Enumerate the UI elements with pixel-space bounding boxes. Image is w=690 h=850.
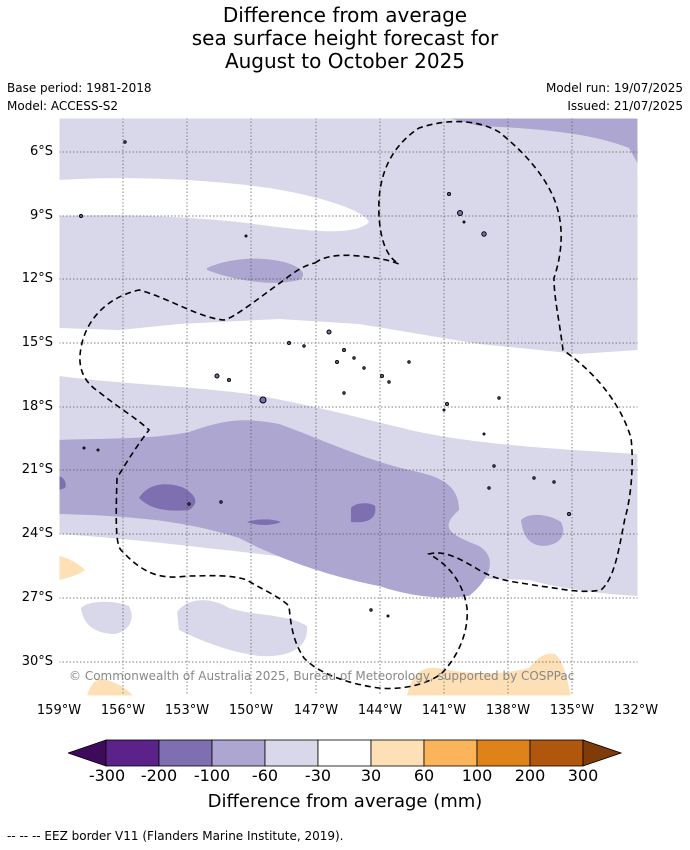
anomaly-blob-sw: [81, 601, 132, 634]
lat-label-12s: 12°S: [21, 271, 53, 286]
lon-label-135w: 135°W: [549, 703, 595, 718]
title-line-2: sea surface height forecast for: [191, 26, 499, 50]
colorbar-segment-8: [476, 739, 531, 767]
colorbar-tick-neg200: -200: [140, 766, 178, 785]
colorbar-title: Difference from average (mm): [207, 791, 483, 812]
anomaly-patch-east: [521, 514, 564, 546]
meta-right: Model run: 19/07/2025 Issued: 21/07/2025: [546, 79, 683, 115]
lat-label-18s: 18°S: [21, 399, 53, 414]
lon-label-153w: 153°W: [164, 703, 210, 718]
anomaly-band-north: [59, 118, 638, 354]
lon-label-150w: 150°W: [228, 703, 274, 718]
model-run: Model run: 19/07/2025: [545, 81, 683, 95]
positive-patch-west: [59, 556, 85, 580]
lon-label-132w: 132°W: [613, 703, 659, 718]
positive-patch-south: [407, 653, 571, 696]
eez-border: [79, 120, 633, 690]
colorbar-segment-4: [264, 739, 319, 767]
colorbar-tick-neg100: -100: [193, 766, 231, 785]
colorbar-segment-1: [105, 739, 160, 767]
anomaly-patch-dark-3: [59, 476, 66, 490]
lat-label-27s: 27°S: [21, 590, 53, 605]
lat-label-24s: 24°S: [21, 526, 53, 541]
lat-label-9s: 9°S: [29, 208, 53, 223]
map-area: [59, 118, 638, 696]
colorbar-segment-5: [317, 739, 372, 767]
colorbar-tick-neg30: -30: [304, 766, 332, 785]
anomaly-patch-dark-4: [247, 519, 281, 525]
lon-label-156w: 156°W: [100, 703, 146, 718]
lon-label-147w: 147°W: [293, 703, 339, 718]
anomaly-patch-dark-2: [351, 503, 376, 523]
colorbar-tick-30: 30: [360, 766, 382, 785]
copyright-notice: © Commonwealth of Australia 2025, Bureau…: [69, 669, 575, 683]
neutral-patch-north: [59, 178, 369, 232]
colorbar: [66, 738, 623, 772]
anomaly-patch-dark-1: [139, 484, 196, 511]
map-svg: [59, 118, 638, 696]
anomaly-blob-s: [177, 600, 308, 657]
anomaly-band-south-mid: [59, 420, 490, 598]
colorbar-segment-2: [158, 739, 213, 767]
lon-label-159w: 159°W: [36, 703, 82, 718]
colorbar-tick-neg300: -300: [88, 766, 126, 785]
lon-label-141w: 141°W: [421, 703, 467, 718]
colorbar-tick-neg60: -60: [251, 766, 279, 785]
colorbar-tick-100: 100: [461, 766, 493, 785]
title-line-3: August to October 2025: [224, 49, 466, 73]
map-title: Difference from average sea surface heig…: [0, 4, 690, 73]
model-name: Model: ACCESS-S2: [7, 99, 119, 113]
colorbar-segment-7: [423, 739, 478, 767]
eez-footnote: -- -- -- EEZ border V11 (Flanders Marine…: [7, 829, 344, 843]
lat-label-21s: 21°S: [21, 462, 53, 477]
colorbar-tick-300: 300: [567, 766, 599, 785]
colorbar-extend-low: [66, 739, 107, 767]
colorbar-tick-200: 200: [514, 766, 546, 785]
lon-label-138w: 138°W: [485, 703, 531, 718]
colorbar-tick-60: 60: [413, 766, 435, 785]
lon-label-144w: 144°W: [357, 703, 403, 718]
base-period: Base period: 1981-2018: [7, 81, 152, 95]
lat-label-15s: 15°S: [21, 335, 53, 350]
meta-left: Base period: 1981-2018 Model: ACCESS-S2: [7, 79, 152, 115]
colorbar-segment-9: [529, 739, 584, 767]
lat-label-6s: 6°S: [29, 144, 53, 159]
colorbar-segment-3: [211, 739, 266, 767]
anomaly-patch-ne: [449, 118, 638, 164]
colorbar-svg: [66, 739, 623, 767]
issued-date: Issued: 21/07/2025: [567, 99, 683, 113]
colorbar-extend-high: [582, 739, 623, 767]
anomaly-patch-12s: [207, 258, 304, 283]
islands: [79, 140, 571, 618]
colorbar-segment-6: [370, 739, 425, 767]
positive-patch-sw: [87, 678, 133, 696]
lat-label-30s: 30°S: [21, 654, 53, 669]
title-line-1: Difference from average: [222, 3, 468, 27]
